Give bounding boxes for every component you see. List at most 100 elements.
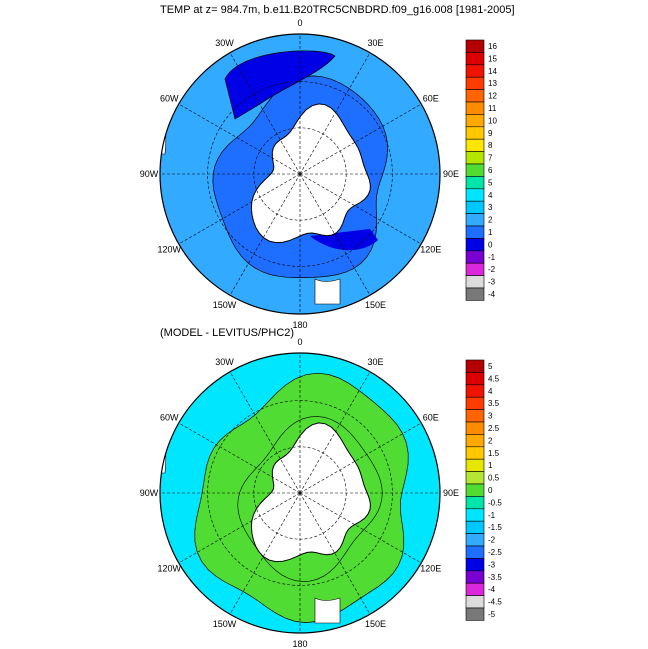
- colorbar-swatch: [465, 595, 485, 609]
- lon-label: 60W: [160, 94, 179, 104]
- colorbar-swatch: [465, 496, 485, 510]
- new-zealand-land: [314, 597, 341, 624]
- meridian-line: [299, 52, 371, 175]
- lon-label: 150E: [365, 300, 386, 310]
- colorbar-swatch: [465, 533, 485, 547]
- colorbar-swatch: [465, 558, 485, 572]
- colorbar-label: 0.5: [488, 474, 500, 483]
- colorbar-swatch: [465, 471, 485, 485]
- lon-label: 30W: [215, 357, 234, 367]
- lon-label: 60E: [423, 413, 439, 423]
- colorbar-label: -3.5: [488, 573, 502, 582]
- colorbar-swatch: [465, 213, 485, 227]
- colorbar-swatch: [465, 421, 485, 435]
- colorbar-swatch: [465, 275, 485, 289]
- meridian-line: [229, 371, 301, 494]
- colorbar-label: 6: [488, 166, 493, 175]
- meridian-line: [299, 371, 371, 494]
- lon-label: 90E: [443, 169, 459, 179]
- lon-label: 120W: [157, 564, 181, 574]
- colorbar-swatch: [465, 396, 485, 410]
- bottom-chart-title: (MODEL - LEVITUS/PHC2): [160, 327, 295, 339]
- lon-label: 180: [292, 639, 307, 649]
- colorbar-swatch: [465, 176, 485, 190]
- colorbar-label: 3: [488, 203, 493, 212]
- lon-label: 90W: [140, 169, 159, 179]
- colorbar-label: 1: [488, 461, 493, 470]
- colorbar-swatch: [465, 225, 485, 239]
- colorbar-label: 1: [488, 228, 493, 237]
- colorbar-swatch: [465, 434, 485, 448]
- colorbar-label: -2: [488, 265, 496, 274]
- colorbar-swatch: [465, 384, 485, 398]
- colorbar-label: 15: [488, 54, 497, 63]
- top-chart-title: TEMP at z= 984.7m, b.e11.B20TRC5CNBDRD.f…: [160, 4, 515, 16]
- colorbar-swatch: [465, 582, 485, 596]
- colorbar-label: 14: [488, 67, 497, 76]
- meridian-line: [229, 173, 301, 296]
- lon-label: 120W: [157, 245, 181, 255]
- lon-label: 180: [292, 320, 307, 330]
- colorbar-swatch: [465, 570, 485, 584]
- colorbar-label: 3.5: [488, 399, 500, 408]
- bottom-polar-map: 0 30E 60E 90E 120E 150E 180 150W 120W 90W 60W 30W: [140, 337, 459, 649]
- colorbar-swatch: [465, 89, 485, 103]
- meridian-line: [229, 52, 301, 175]
- lon-label: 90E: [443, 488, 459, 498]
- lon-label: 30E: [367, 38, 383, 48]
- meridian-line: [299, 422, 422, 494]
- lon-label: 60W: [160, 413, 179, 423]
- lon-label: 150E: [365, 619, 386, 629]
- meridian-line: [299, 173, 422, 245]
- colorbar-swatch: [465, 458, 485, 472]
- colorbar-swatch: [465, 39, 485, 53]
- colorbar-label: -1.5: [488, 523, 502, 532]
- colorbar-swatch: [465, 508, 485, 522]
- colorbar-label: 1.5: [488, 449, 500, 458]
- colorbar-swatch: [465, 262, 485, 276]
- meridian-line: [299, 173, 371, 296]
- lon-label: 150W: [213, 619, 237, 629]
- meridian-line: [229, 492, 301, 615]
- colorbar-swatch: [465, 151, 485, 165]
- colorbar-swatch: [465, 200, 485, 214]
- meridian-line: [299, 492, 371, 615]
- lon-label: 0: [297, 337, 302, 347]
- colorbar-swatch: [465, 188, 485, 202]
- colorbar-swatch: [465, 287, 485, 301]
- colorbar-swatch: [465, 372, 485, 386]
- colorbar-swatch: [465, 76, 485, 90]
- colorbar-swatch: [465, 101, 485, 115]
- colorbar-swatch: [465, 163, 485, 177]
- colorbar-label: 2: [488, 216, 493, 225]
- colorbar-label: 4: [488, 387, 493, 396]
- colorbar-label: -5: [488, 610, 496, 619]
- colorbar-label: -4.5: [488, 598, 502, 607]
- colorbar-label: -2.5: [488, 548, 502, 557]
- meridian-line: [178, 173, 301, 245]
- colorbar-swatch: [465, 126, 485, 140]
- colorbar-swatch: [465, 250, 485, 264]
- colorbar-label: 0: [488, 486, 493, 495]
- colorbar-label: -2: [488, 536, 496, 545]
- colorbar-label: -4: [488, 585, 496, 594]
- colorbar-swatch: [465, 138, 485, 152]
- meridian-line: [178, 422, 301, 494]
- lon-label: 30W: [215, 38, 234, 48]
- colorbar-label: 2.5: [488, 424, 500, 433]
- meridian-line: [299, 103, 422, 175]
- map-border: [159, 352, 441, 634]
- lon-label: 120E: [420, 245, 441, 255]
- meridian-line: [299, 492, 422, 564]
- colorbar-label: -0.5: [488, 498, 502, 507]
- lon-label: 30E: [367, 357, 383, 367]
- colorbar-label: -1: [488, 511, 496, 520]
- colorbar-swatch: [465, 483, 485, 497]
- colorbar-label: 16: [488, 42, 497, 51]
- colorbar-swatch: [465, 64, 485, 78]
- colorbar-label: 3: [488, 412, 493, 421]
- colorbar-swatch: [465, 545, 485, 559]
- colorbar-label: 8: [488, 141, 493, 150]
- colorbar-label: 12: [488, 92, 497, 101]
- map-border: [159, 33, 441, 315]
